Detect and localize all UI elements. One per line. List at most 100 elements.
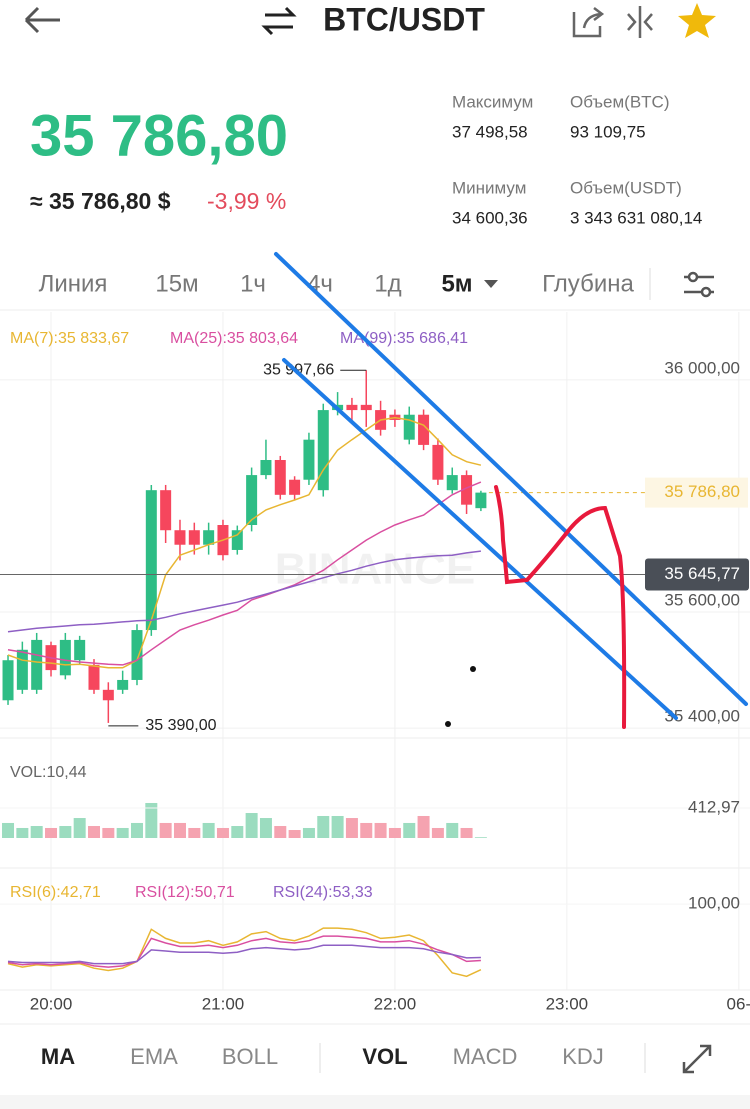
indicator-tab[interactable]: BOLL	[222, 1044, 278, 1069]
stat-value: 3 343 631 080,14	[570, 208, 702, 227]
volume-bar	[145, 802, 158, 838]
candle-body	[16, 649, 28, 690]
stat-label: Объем(BTC)	[570, 92, 670, 111]
x-tick-label: 22:00	[374, 994, 417, 1013]
rsi-legend: RSI(24):53,33	[273, 884, 373, 901]
volume-bar	[202, 822, 215, 838]
volume-bar	[460, 827, 473, 838]
volume-bar	[474, 837, 487, 838]
volume-bar	[73, 818, 86, 838]
candle-body	[461, 475, 473, 505]
interval-tab[interactable]: 15м	[155, 270, 198, 297]
rsi-legend: RSI(12):50,71	[135, 884, 235, 901]
candle-body	[289, 479, 301, 495]
candle-body	[246, 475, 258, 525]
candle-body	[475, 492, 487, 509]
candle-body	[432, 444, 444, 480]
volume-bar	[317, 815, 330, 838]
candle-body	[102, 689, 114, 701]
stat-value: 34 600,36	[452, 208, 528, 227]
ma-line	[7, 550, 481, 633]
rsi-line	[7, 944, 481, 965]
interval-tab[interactable]: 1ч	[240, 270, 266, 297]
stat-label: Максимум	[452, 92, 533, 111]
volume-bar	[88, 826, 101, 838]
candle-body	[260, 459, 272, 476]
user-drawing	[274, 252, 748, 729]
volume-bar	[331, 815, 344, 838]
volume-bar	[374, 822, 387, 838]
last-price-label: 35 786,80	[664, 482, 740, 501]
stat-value: 37 498,58	[452, 122, 528, 141]
volume-bar	[102, 827, 115, 838]
chart: 20:00 21:00 22:00 23:00 06- BINANCE 36 000,00 3…	[0, 312, 750, 1013]
candle-body	[274, 459, 286, 495]
candle-body	[188, 530, 200, 545]
volume-bar	[259, 818, 272, 838]
last-price: 35 786,80	[30, 103, 288, 168]
x-tick-label: 21:00	[202, 994, 245, 1013]
interval-tabs: Линия 15м 1ч 4ч 1д 5м Глубина	[39, 270, 635, 297]
crosshair-label: 35 645,77	[664, 564, 740, 583]
rsi-line	[7, 927, 482, 978]
ma-legend: MA(7):35 833,67	[10, 330, 129, 347]
y-tick-label: 412,97	[688, 797, 740, 816]
volume-bar	[2, 822, 15, 838]
fiat-price: ≈ 35 786,80 $	[30, 188, 171, 214]
settings-icon[interactable]	[684, 271, 714, 298]
indicator-tab[interactable]: KDJ	[562, 1044, 604, 1069]
candle-body	[303, 439, 315, 480]
candle-body	[403, 414, 415, 440]
volume-bar	[30, 826, 43, 838]
stat-label: Объем(USDT)	[570, 178, 682, 197]
y-tick-label: 35 400,00	[664, 707, 740, 726]
y-tick-label: 35 600,00	[664, 591, 740, 610]
stat-value: 93 109,75	[570, 122, 646, 141]
watermark: BINANCE	[275, 545, 475, 594]
candle-body	[446, 475, 458, 491]
rsi-line	[7, 935, 481, 968]
x-tick-label: 06-	[727, 994, 750, 1013]
extreme-label: 35 997,66	[263, 361, 334, 378]
volume-bar	[188, 827, 201, 838]
candle-body	[117, 679, 129, 690]
last-price-tag	[645, 477, 748, 508]
indicator-tab[interactable]: MA	[41, 1044, 75, 1069]
expand-icon[interactable]	[682, 1044, 712, 1074]
volume-bar	[216, 827, 229, 838]
indicator-tab[interactable]: VOL	[362, 1044, 407, 1069]
candle-body	[174, 530, 186, 545]
candle-body	[74, 639, 86, 661]
indicator-tab[interactable]: MACD	[453, 1044, 518, 1069]
candle-body	[418, 414, 430, 445]
compress-icon[interactable]	[627, 6, 653, 38]
ma-legend: MA(99):35 686,41	[340, 330, 468, 347]
indicator-tab[interactable]: EMA	[130, 1044, 178, 1069]
volume-bar	[245, 813, 258, 838]
volume-bar	[116, 827, 129, 838]
interval-tab[interactable]: Линия	[39, 270, 108, 297]
interval-tab[interactable]: Глубина	[542, 270, 634, 297]
volume-bar	[403, 822, 416, 838]
volume-bar	[173, 822, 186, 838]
volume-bar	[16, 827, 29, 838]
interval-tab[interactable]: 4ч	[307, 270, 333, 297]
interval-tab[interactable]: 5м	[441, 270, 472, 297]
candle-body	[88, 664, 100, 690]
interval-tab[interactable]: 1д	[374, 270, 401, 297]
share-icon[interactable]	[572, 7, 605, 38]
ma-legend: MA(25):35 803,64	[170, 330, 298, 347]
back-button[interactable]	[24, 6, 60, 34]
swap-icon[interactable]	[261, 6, 297, 36]
dropdown-caret	[484, 280, 498, 288]
volume-bar	[274, 826, 287, 838]
stat-label: Минимум	[452, 178, 526, 197]
candle-body	[31, 639, 43, 690]
ma-line	[7, 416, 482, 669]
candle-body	[145, 490, 157, 631]
candle-body	[160, 490, 172, 531]
volume-bar	[360, 822, 373, 838]
favorite-star[interactable]	[678, 3, 716, 38]
volume-bar	[159, 822, 172, 838]
